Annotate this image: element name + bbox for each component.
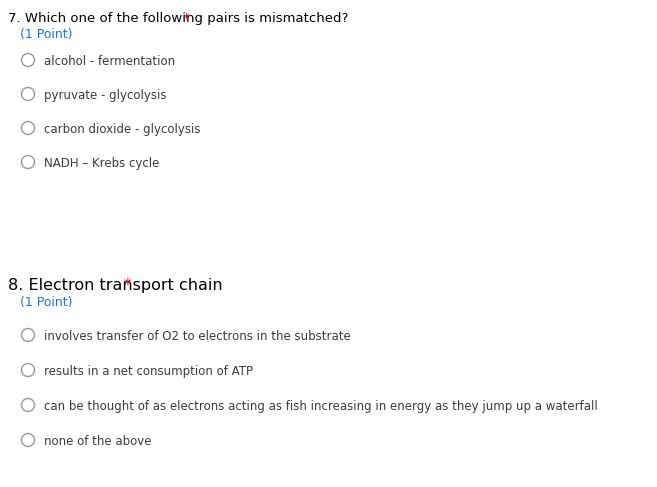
Text: can be thought of as electrons acting as fish increasing in energy as they jump : can be thought of as electrons acting as… bbox=[44, 400, 598, 413]
Text: *: * bbox=[183, 12, 190, 25]
Text: 8. Electron transport chain: 8. Electron transport chain bbox=[8, 278, 223, 293]
Circle shape bbox=[22, 155, 35, 169]
Text: alcohol - fermentation: alcohol - fermentation bbox=[44, 55, 175, 68]
Text: pyruvate - glycolysis: pyruvate - glycolysis bbox=[44, 89, 166, 102]
Circle shape bbox=[22, 398, 35, 412]
Text: 7. Which one of the following pairs is mismatched?: 7. Which one of the following pairs is m… bbox=[8, 12, 348, 25]
Text: carbon dioxide - glycolysis: carbon dioxide - glycolysis bbox=[44, 123, 200, 136]
Circle shape bbox=[22, 88, 35, 100]
Text: none of the above: none of the above bbox=[44, 435, 152, 448]
Circle shape bbox=[22, 329, 35, 341]
Text: results in a net consumption of ATP: results in a net consumption of ATP bbox=[44, 365, 253, 378]
Text: (1 Point): (1 Point) bbox=[20, 28, 72, 41]
Circle shape bbox=[22, 363, 35, 376]
Circle shape bbox=[22, 54, 35, 67]
Circle shape bbox=[22, 121, 35, 134]
Text: NADH – Krebs cycle: NADH – Krebs cycle bbox=[44, 157, 160, 170]
Circle shape bbox=[22, 433, 35, 447]
Text: involves transfer of O2 to electrons in the substrate: involves transfer of O2 to electrons in … bbox=[44, 330, 351, 343]
Text: *: * bbox=[124, 278, 131, 293]
Text: (1 Point): (1 Point) bbox=[20, 296, 72, 309]
